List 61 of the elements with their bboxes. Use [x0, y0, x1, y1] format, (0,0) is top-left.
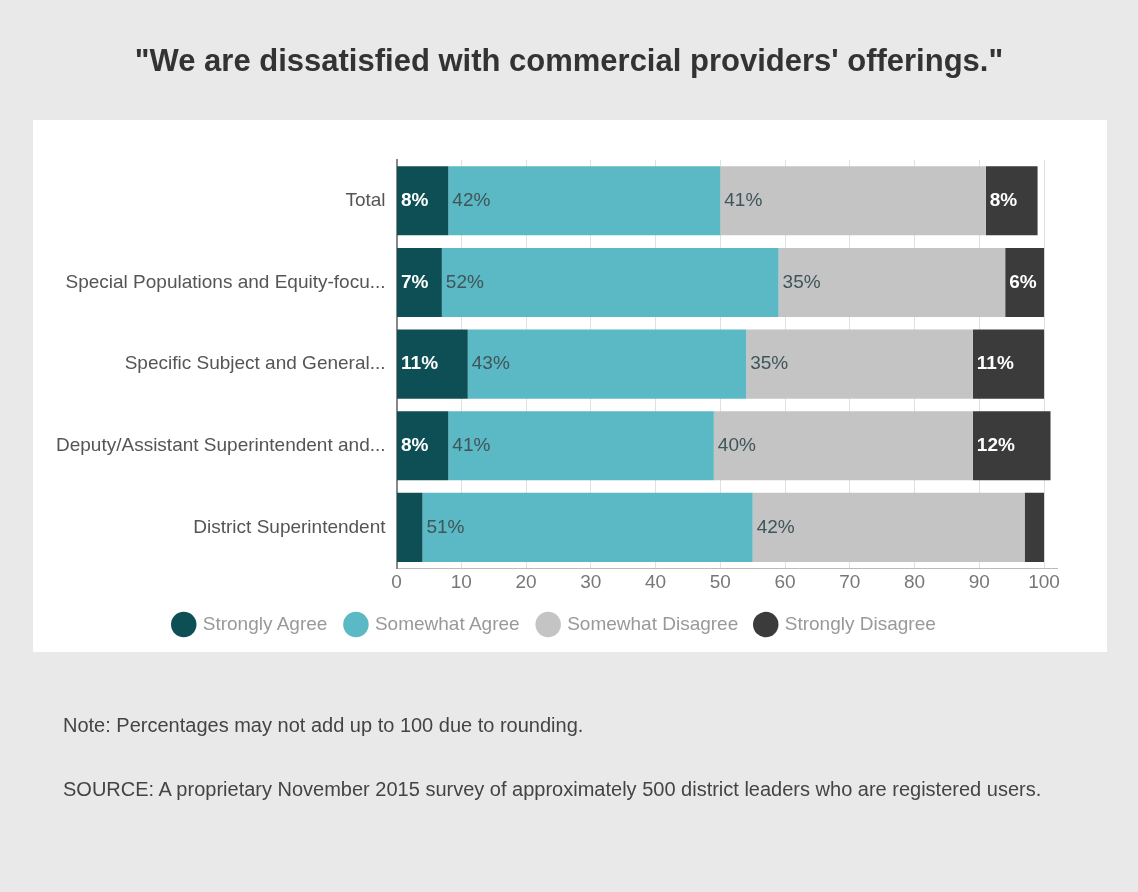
- bar: [778, 247, 1006, 318]
- bar: [397, 492, 423, 562]
- data-label: 11%: [976, 352, 1014, 374]
- data-label: 8%: [401, 433, 429, 455]
- x-tick-label: 10: [450, 570, 472, 592]
- data-label: 42%: [756, 515, 795, 537]
- x-tick-label: 0: [391, 570, 402, 592]
- bar: [1005, 247, 1045, 318]
- data-label: 41%: [452, 433, 491, 455]
- legend-label: Somewhat Disagree: [567, 612, 739, 634]
- data-label: 51%: [426, 515, 465, 537]
- data-label: 8%: [401, 189, 429, 211]
- bar: [397, 329, 468, 399]
- x-tick-label: 90: [968, 570, 990, 592]
- bar: [972, 411, 1051, 481]
- data-label: 35%: [782, 270, 821, 292]
- bar: [448, 166, 721, 236]
- bar: [752, 492, 1025, 562]
- bar: [1024, 492, 1045, 562]
- y-tick-label: Specific Subject and General...: [124, 352, 386, 374]
- legend-label: Strongly Agree: [202, 612, 328, 634]
- chart-title: "We are dissatisfied with commercial providers' offerings.": [133, 42, 1005, 78]
- bar: [985, 166, 1038, 236]
- bar: [441, 247, 779, 318]
- x-tick-label: 20: [515, 570, 537, 592]
- data-label: 42%: [452, 189, 491, 211]
- source-note: SOURCE: A proprietary November 2015 survey of approximately 500 district leaders who are registered users.: [63, 777, 1043, 802]
- data-label: 40%: [717, 433, 756, 455]
- bar: [448, 411, 714, 481]
- y-tick-label: Total: [345, 189, 386, 211]
- bar: [746, 329, 973, 399]
- data-label: 52%: [445, 270, 484, 292]
- data-label: 43%: [471, 352, 510, 374]
- bar: [713, 411, 973, 481]
- legend-label: Strongly Disagree: [784, 612, 936, 634]
- data-label: 6%: [1009, 270, 1037, 292]
- bar: [397, 166, 449, 236]
- data-label: 12%: [976, 433, 1015, 455]
- x-tick-label: 50: [709, 570, 731, 592]
- x-tick-label: 80: [903, 570, 926, 592]
- bar: [467, 329, 747, 399]
- bar: [422, 492, 753, 562]
- legend-label: Somewhat Agree: [374, 612, 520, 634]
- bar: [397, 247, 442, 318]
- x-tick-label: 60: [774, 570, 796, 592]
- bar: [720, 166, 986, 236]
- data-label: 11%: [401, 352, 439, 374]
- data-label: 8%: [989, 189, 1018, 211]
- y-tick-label: Deputy/Assistant Superintendent and...: [55, 433, 386, 455]
- x-tick-label: 100: [1028, 570, 1060, 592]
- y-tick-label: District Superintendent: [193, 515, 387, 537]
- y-tick-label: Special Populations and Equity-focu...: [65, 270, 386, 292]
- data-label: 35%: [750, 352, 789, 374]
- data-label: 41%: [724, 189, 763, 211]
- x-tick-label: 70: [839, 570, 861, 592]
- x-tick-label: 30: [580, 570, 602, 592]
- bar: [397, 411, 449, 481]
- x-tick-label: 40: [644, 570, 667, 592]
- data-label: 7%: [401, 270, 429, 292]
- bar: [972, 329, 1045, 399]
- text: Note: Percentages may not add up to 100 due to rounding.: [63, 713, 585, 738]
